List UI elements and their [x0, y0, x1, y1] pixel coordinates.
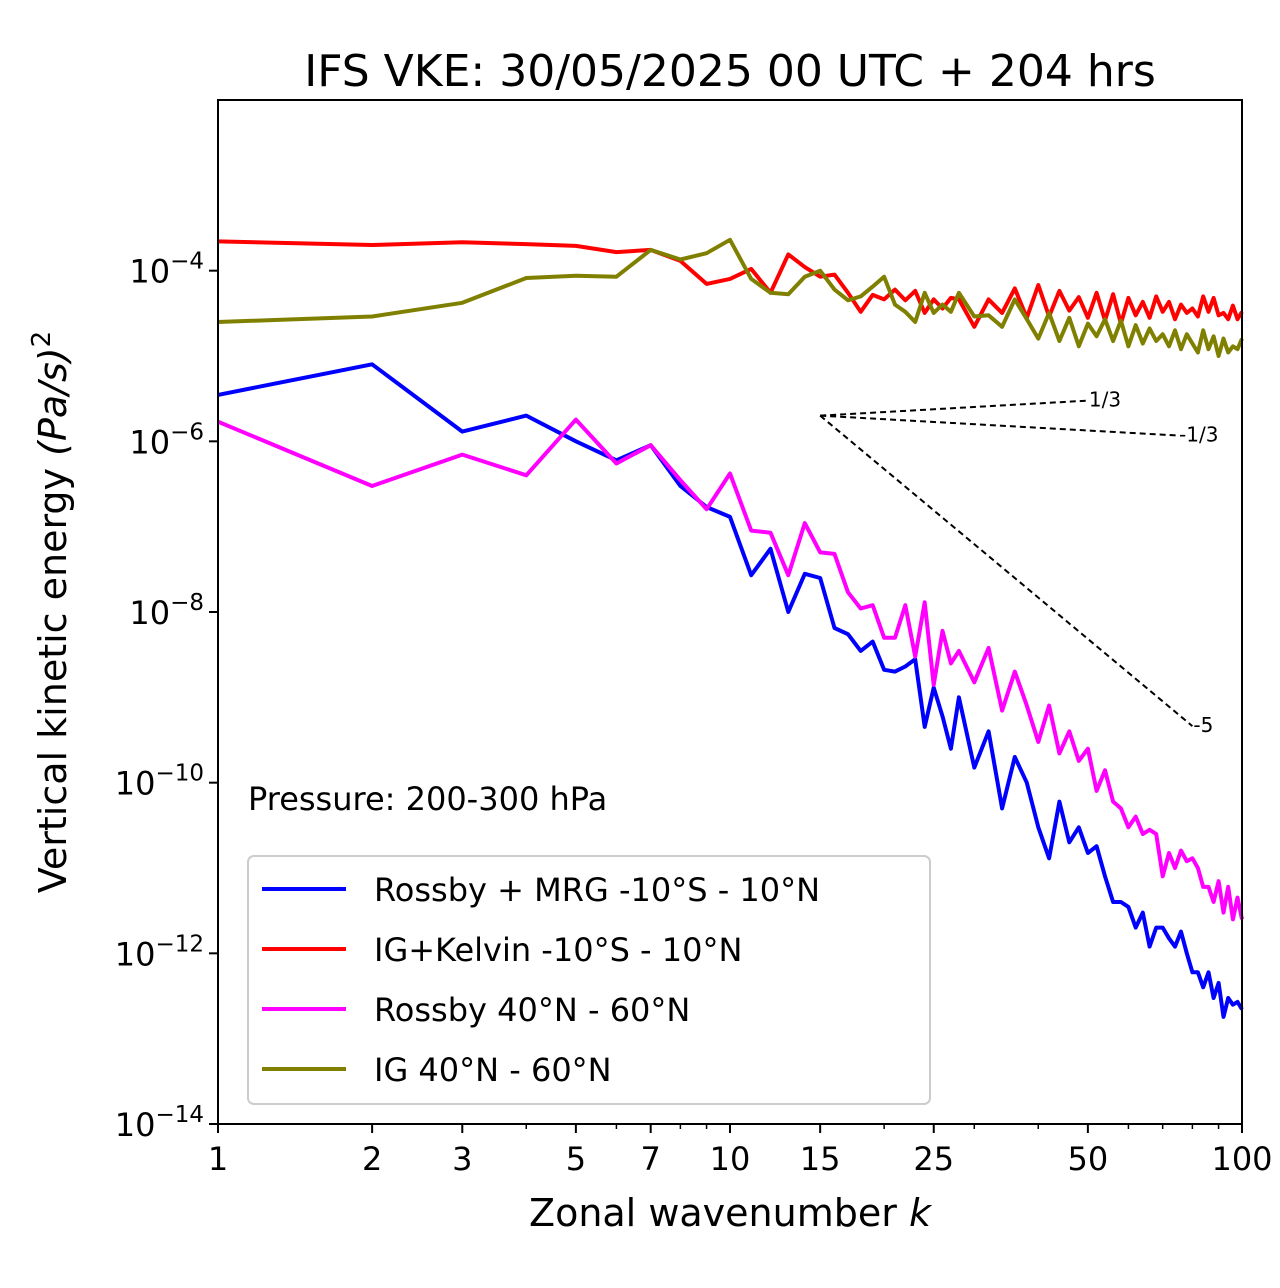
y-tick-label: 10−12: [115, 931, 204, 973]
series-line-rossby-mrg-10-s-10-n: [217, 362, 1244, 1019]
chart-title: IFS VKE: 30/05/2025 00 UTC + 204 hrs: [304, 46, 1156, 97]
slope-line-1-3: [820, 414, 1179, 437]
slope-line-5: [819, 414, 1194, 727]
x-axis-label: Zonal wavenumber k: [529, 1191, 933, 1235]
y-tick-label: 10−14: [115, 1102, 204, 1144]
x-tick-label: 10: [710, 1140, 751, 1178]
y-axis-label: Vertical kinetic energy (Pa/s)2: [27, 331, 75, 893]
legend-label-ig-midlat: IG 40°N - 60°N: [374, 1051, 612, 1089]
y-tick-label: 10−10: [115, 761, 204, 803]
legend-label-rossby-mrg: Rossby + MRG -10°S - 10°N: [374, 871, 820, 909]
pressure-annotation: Pressure: 200-300 hPa: [248, 780, 607, 818]
slope-label-1-3: -1/3: [1179, 423, 1218, 447]
axis-ticks: 1 2 3 5 7 10 15 25 50 100 10−4 10−6 10−8 10−10 10−12 10…: [115, 249, 1273, 1178]
legend: Rossby + MRG -10°S - 10°N IG+Kelvin -10°…: [247, 855, 931, 1105]
x-tick-label: 3: [452, 1140, 472, 1178]
reference-slopes: 1/3 -1/3 -5: [819, 388, 1218, 737]
legend-label-ig-kelvin: IG+Kelvin -10°S - 10°N: [374, 931, 742, 969]
x-tick-label: 1: [208, 1140, 228, 1178]
x-tick-label: 50: [1068, 1140, 1109, 1178]
slope-label-1-3: 1/3: [1089, 388, 1121, 412]
y-tick-label: 10−6: [129, 419, 204, 461]
x-tick-label: 5: [566, 1140, 586, 1178]
series-line-ig-40-n-60-n: [217, 237, 1244, 358]
data-series: [217, 237, 1244, 1019]
x-tick-label: 15: [800, 1140, 841, 1178]
legend-box: [247, 855, 931, 1105]
x-tick-label: 7: [641, 1140, 661, 1178]
series-line-rossby-40-n-60-n: [217, 417, 1244, 922]
x-tick-label: 2: [362, 1140, 382, 1178]
y-tick-label: 10−4: [129, 249, 204, 291]
x-tick-label: 100: [1211, 1140, 1272, 1178]
y-tick-label: 10−8: [129, 590, 204, 632]
slope-line-1-3: [820, 399, 1088, 417]
slope-label-5: -5: [1193, 713, 1213, 737]
legend-label-rossby-midlat: Rossby 40°N - 60°N: [374, 991, 690, 1029]
series-line-ig-kelvin-10-s-10-n: [217, 239, 1244, 329]
plot-frame: [217, 99, 1243, 1125]
x-tick-label: 25: [913, 1140, 954, 1178]
